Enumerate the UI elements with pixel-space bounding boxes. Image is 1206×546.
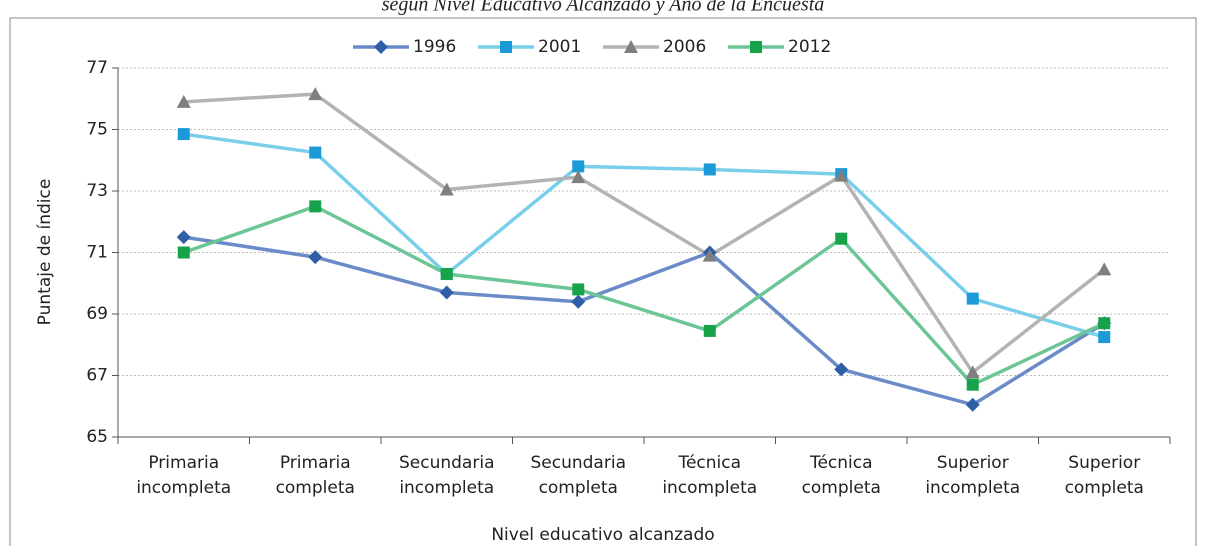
point: [835, 232, 848, 245]
y-tick-label: 77: [86, 58, 108, 78]
y-axis-title: Puntaje de índice: [35, 179, 55, 326]
frame: [9, 17, 1197, 546]
x-tick-label: Técnica incompleta: [662, 453, 758, 498]
point: [572, 160, 585, 173]
point: [571, 294, 586, 309]
chart-title: según Nivel Educativo Alcanzado y Año de…: [382, 0, 825, 16]
point: [309, 146, 322, 159]
point: [1098, 331, 1111, 344]
legend-marker: [624, 40, 638, 53]
legend-marker: [374, 40, 388, 54]
point: [440, 268, 453, 281]
series-line: [183, 235, 1106, 407]
point: [965, 365, 980, 379]
point: [1097, 262, 1112, 276]
point: [572, 283, 585, 296]
point: [177, 128, 190, 141]
legend-marker: [750, 41, 762, 53]
point: [966, 292, 979, 305]
x-tick-label: Superior incompleta: [925, 453, 1021, 498]
point: [834, 362, 849, 377]
point: [309, 200, 322, 213]
y-tick-label: 73: [86, 181, 108, 201]
x-tick-label: Secundaria completa: [530, 453, 626, 498]
point: [966, 378, 979, 391]
point: [702, 248, 717, 262]
point: [308, 250, 323, 265]
x-tick-label: Primaria completa: [275, 453, 355, 498]
legend-marker: [500, 41, 512, 53]
x-tick-label: Superior completa: [1064, 453, 1144, 498]
point: [1098, 317, 1111, 330]
point: [834, 168, 849, 182]
series-line: [183, 132, 1105, 339]
point: [439, 182, 454, 196]
point: [176, 94, 191, 108]
y-tick-label: 69: [86, 304, 108, 324]
x-tick-label: Primaria incompleta: [136, 453, 232, 498]
point: [439, 285, 454, 300]
series-line: [183, 92, 1106, 375]
point: [176, 230, 191, 245]
point: [571, 170, 586, 184]
point: [177, 246, 190, 259]
y-tick-label: 75: [86, 120, 108, 140]
point: [703, 324, 716, 337]
point: [965, 397, 980, 412]
x-tick-label: Técnica completa: [801, 453, 881, 498]
point: [308, 87, 323, 101]
legend-label: 2001: [538, 37, 581, 57]
legend-label: 2006: [663, 37, 706, 57]
legend-label: 1996: [413, 37, 456, 57]
legend-label: 2012: [788, 37, 831, 57]
y-tick-label: 71: [86, 243, 108, 263]
series-line: [183, 204, 1105, 387]
x-tick-label: Secundaria incompleta: [399, 453, 495, 498]
x-axis-title: Nivel educativo alcanzado: [491, 525, 714, 545]
point: [703, 163, 716, 176]
y-tick-label: 65: [86, 427, 108, 447]
y-tick-label: 67: [86, 366, 108, 386]
